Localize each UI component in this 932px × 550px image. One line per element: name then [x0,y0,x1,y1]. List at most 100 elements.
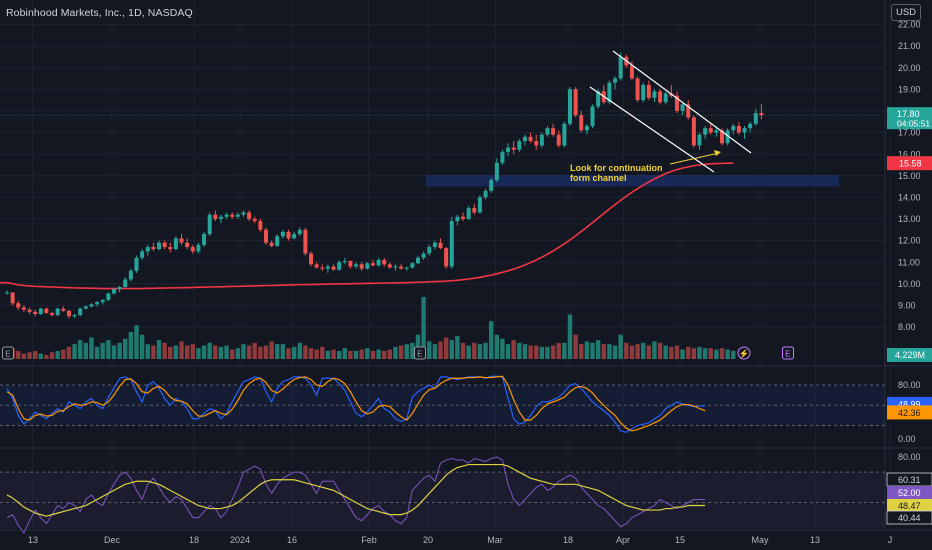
volume-bar [590,342,595,359]
candle-body [382,259,387,265]
price-tick-label: 13.00 [898,214,921,224]
price-tick-label: 19.00 [898,84,921,94]
candle-body [748,123,753,129]
volume-bar [190,344,195,359]
descending-channel[interactable] [589,50,752,173]
volume-bar [646,345,652,359]
volume-bar [230,349,235,359]
candle-body [697,134,702,146]
price-tick-label: 12.00 [898,236,921,246]
candle-body [506,147,511,152]
candle-body [461,216,466,219]
rsi-ma-line [6,463,706,517]
candle-body [410,263,415,268]
volume-bar [353,350,359,359]
volume-bar [550,345,556,359]
volume-bar [680,349,685,359]
candle-body [309,253,314,265]
ma-polyline [0,162,734,290]
price-tick-label: 11.00 [898,257,920,267]
candle-body [376,259,381,266]
candle-body [66,310,71,317]
candle-body [539,134,544,146]
candle-body [438,242,443,249]
candle-body [286,231,291,239]
candle-body [663,93,668,103]
volume-bar [449,340,454,359]
candle-body [680,104,685,111]
volume-bar [151,345,156,359]
price-tick-label: 21.00 [898,41,921,51]
volume-bar [348,350,353,359]
volume-bar [134,325,139,359]
last-price-badge [887,107,932,130]
marker-shape [782,346,794,360]
support-zone [426,175,839,187]
price-tick-label: 9.00 [898,301,916,311]
annotation-text-line1: Look for continuation [570,163,663,173]
symbol-title[interactable]: Robinhood Markets, Inc., 1D, NASDAQ [6,7,193,19]
volume-bar [94,346,100,359]
candle-body [151,247,156,250]
volume-bar [275,344,280,359]
dividend-marker[interactable]: ⚡ [737,346,751,360]
candle-body [759,113,764,116]
volume-bar [21,353,27,359]
marker-label: E [785,348,791,358]
volume-bar [213,345,218,359]
volume-bar [624,342,629,359]
volume-bar [595,340,601,359]
candle-body [449,221,454,267]
stochastic-pane [0,375,885,433]
volume-bar [61,349,66,359]
volume-bar [714,349,719,359]
volume-bar [686,346,691,359]
stoch-d-badge [887,405,932,420]
volume-bar [691,348,697,359]
time-axis[interactable]: 13 Dec 18 2024 16 Feb 20 Mar 18 Apr 15 May 13 J [28,535,892,545]
earnings-marker[interactable]: E [414,346,426,360]
candle-body [235,214,240,217]
volume-bar [117,342,122,359]
price-axis[interactable]: 8.00 9.00 10.00 11.00 12.00 13.00 14.00 15.00 16… [886,20,932,525]
volume-bar [579,344,584,359]
candle-body [10,292,15,304]
candle-body [415,257,420,264]
currency-button[interactable]: USD [891,4,921,21]
volume-bar [314,349,319,359]
candle-body [348,261,353,267]
volume-bar [534,345,539,359]
volume-bar [235,348,241,359]
channel-lower-line [589,86,715,173]
volume-bar [162,342,167,359]
volume-bar [725,349,730,359]
volume-bar [16,350,21,359]
volume-bar [77,340,83,359]
volume-bar [89,337,94,359]
volume-bar [246,345,252,359]
candle-body [387,264,392,268]
volume-bar [505,344,511,359]
candle-body [742,128,747,133]
candle-body [106,293,111,300]
candle-body [117,287,122,290]
candle-body [703,128,708,135]
time-axis-label: 16 [287,535,297,545]
volume-bar [629,345,635,359]
volume-bar [472,342,477,359]
volume-bar [466,345,471,359]
rsi-value-label: 52.00 [898,488,921,498]
candle-body [714,130,719,133]
earnings-marker[interactable]: E [2,346,14,360]
candle-body [218,216,223,219]
event-markers[interactable]: E E ⚡ E [2,346,794,360]
candle-body [5,292,9,294]
candle-body [247,212,252,219]
candle-body [691,117,696,146]
earnings-marker-upcoming[interactable]: E [782,346,794,360]
candle-body [128,270,133,280]
annotation-arrow [669,152,720,165]
last-price-label: 17.80 [897,109,920,119]
candle-body [573,89,578,116]
